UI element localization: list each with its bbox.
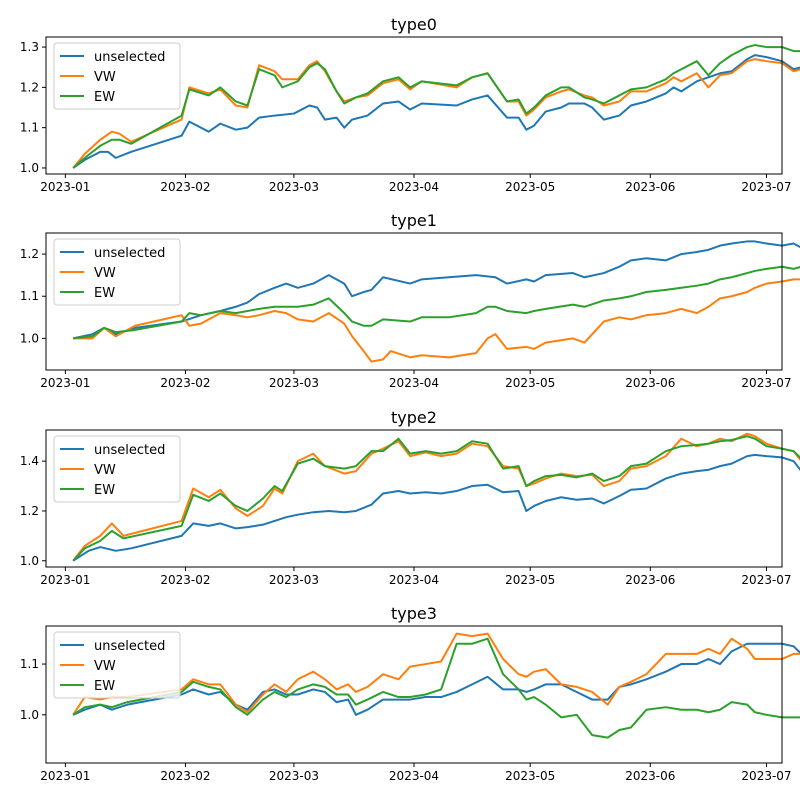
x-tick-label: 2023-06 — [625, 180, 675, 194]
x-tick-label: 2023-01 — [40, 180, 90, 194]
series-group — [72, 432, 800, 562]
y-tick-label: 1.2 — [20, 80, 39, 94]
x-tick-label: 2023-01 — [40, 769, 90, 783]
x-tick-label: 2023-02 — [160, 376, 210, 390]
x-tick-label: 2023-05 — [505, 376, 555, 390]
legend-box — [53, 435, 181, 503]
legend-label-VW: VW — [94, 659, 116, 674]
x-tick-label: 2023-02 — [160, 769, 210, 783]
x-tick-label: 2023-07 — [741, 769, 791, 783]
x-tick-label: 2023-03 — [269, 573, 319, 587]
legend-label-EW: EW — [94, 90, 115, 105]
legend: unselected VW EW — [53, 42, 181, 110]
y-tick-label: 1.1 — [20, 289, 39, 303]
series-line-EW — [73, 265, 800, 340]
x-tick-label: 2023-04 — [389, 573, 439, 587]
x-tick-label: 2023-04 — [389, 180, 439, 194]
x-tick-label: 2023-03 — [269, 376, 319, 390]
legend: unselected VW EW — [53, 631, 181, 699]
x-tick-label: 2023-07 — [741, 180, 791, 194]
series-line-unselected — [72, 240, 800, 340]
series-line-EW — [72, 44, 800, 169]
x-tick-label: 2023-04 — [389, 769, 439, 783]
series-line-unselected — [72, 54, 800, 169]
legend-box — [53, 238, 181, 306]
y-tick-label: 1.0 — [20, 331, 39, 345]
chart-title: type1 — [391, 211, 437, 230]
legend-label-unselected: unselected — [94, 246, 165, 261]
legend-label-VW: VW — [94, 266, 116, 281]
series-line-VW — [72, 632, 800, 716]
series-group — [72, 632, 800, 739]
x-tick-label: 2023-01 — [40, 376, 90, 390]
legend-label-unselected: unselected — [94, 443, 165, 458]
x-tick-label: 2023-07 — [741, 573, 791, 587]
chart-title: type3 — [391, 604, 437, 623]
legend-box — [53, 631, 181, 699]
series-line-VW — [73, 278, 800, 363]
series-line-EW — [72, 637, 800, 739]
x-tick-label: 2023-03 — [269, 769, 319, 783]
y-tick-label: 1.0 — [20, 161, 39, 175]
x-tick-label: 2023-01 — [40, 573, 90, 587]
series-line-unselected — [72, 453, 800, 562]
series-group — [72, 240, 800, 363]
y-tick-label: 1.1 — [20, 657, 39, 671]
legend-label-unselected: unselected — [94, 639, 165, 654]
x-tick-label: 2023-02 — [160, 180, 210, 194]
legend: unselected VW EW — [53, 435, 181, 503]
x-tick-label: 2023-02 — [160, 573, 210, 587]
x-tick-label: 2023-06 — [625, 376, 675, 390]
chart-panel-type2: type2 2023-01 2023-02 2023-03 2023-04 2023-05… — [20, 408, 800, 587]
x-tick-label: 2023-03 — [269, 180, 319, 194]
y-tick-label: 1.1 — [20, 121, 39, 135]
x-tick-label: 2023-05 — [505, 573, 555, 587]
legend-label-VW: VW — [94, 70, 116, 85]
legend: unselected VW EW — [53, 238, 181, 306]
y-tick-label: 1.3 — [20, 40, 39, 54]
chart-panel-type3: type3 2023-01 2023-02 2023-03 2023-04 2023-05… — [20, 604, 800, 783]
legend-label-unselected: unselected — [94, 50, 165, 65]
chart-title: type0 — [391, 15, 437, 34]
series-group — [72, 44, 800, 169]
legend-label-EW: EW — [94, 286, 115, 301]
legend-label-EW: EW — [94, 679, 115, 694]
y-tick-label: 1.0 — [20, 708, 39, 722]
chart-title: type2 — [391, 408, 437, 427]
x-tick-label: 2023-05 — [505, 180, 555, 194]
legend-box — [53, 42, 181, 110]
legend-label-VW: VW — [94, 463, 116, 478]
y-tick-label: 1.2 — [20, 247, 39, 261]
y-tick-label: 1.0 — [20, 554, 39, 568]
chart-panel-type1: type1 2023-01 2023-02 2023-03 2023-04 2023-05… — [20, 211, 800, 390]
x-tick-label: 2023-06 — [625, 573, 675, 587]
x-tick-label: 2023-05 — [505, 769, 555, 783]
legend-label-EW: EW — [94, 483, 115, 498]
series-line-EW — [72, 435, 800, 562]
y-tick-label: 1.2 — [20, 504, 39, 518]
chart-panel-type0: type0 2023-01 2023-02 2023-03 2023-04 2023-05… — [20, 15, 800, 194]
x-tick-label: 2023-06 — [625, 769, 675, 783]
x-tick-label: 2023-04 — [389, 376, 439, 390]
x-tick-label: 2023-07 — [741, 376, 791, 390]
y-tick-label: 1.4 — [20, 454, 39, 468]
